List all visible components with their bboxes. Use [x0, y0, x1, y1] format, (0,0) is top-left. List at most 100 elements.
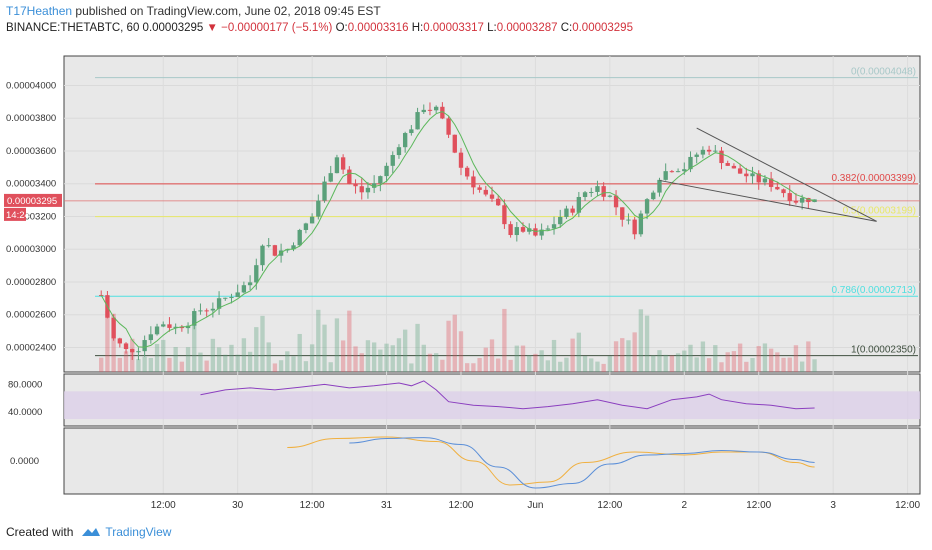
- price-tick-label-8: 0.00002400: [6, 342, 56, 353]
- close-label: C:: [560, 22, 573, 34]
- candle-body: [223, 297, 228, 299]
- time-tick-label-6: 12:00: [597, 500, 622, 511]
- countdown-tag-bg: [4, 207, 26, 221]
- volume-bar: [446, 320, 451, 372]
- candle-body: [303, 223, 309, 230]
- volume-bar: [775, 352, 780, 372]
- volume-bar: [781, 357, 786, 372]
- volume-bar: [136, 359, 141, 372]
- last-price-tag: 0.00003295: [7, 196, 57, 207]
- candle-body: [750, 173, 755, 177]
- volume-bar: [731, 351, 737, 372]
- candle-body: [663, 171, 668, 180]
- volume-bar: [539, 350, 544, 372]
- created-with-text: Created with: [6, 525, 74, 539]
- volume-bar: [130, 338, 135, 372]
- volume-bar: [309, 344, 315, 372]
- volume-bar: [613, 341, 619, 372]
- candle-body: [316, 200, 321, 217]
- candle-body: [688, 156, 693, 170]
- volume-bar: [669, 355, 675, 372]
- volume-bar: [595, 361, 600, 372]
- volume-bar: [638, 309, 644, 372]
- candle-body: [545, 228, 550, 230]
- time-tick-label-0: 12:00: [151, 500, 176, 511]
- volume-bar: [589, 358, 594, 372]
- low-label: L:: [487, 22, 497, 34]
- volume-bar: [179, 361, 185, 372]
- volume-bar: [365, 340, 371, 372]
- candle-body: [402, 133, 408, 148]
- volume-bar: [744, 361, 749, 372]
- volume-bar: [787, 357, 792, 372]
- tradingview-link[interactable]: TradingView: [105, 525, 172, 539]
- candle-body: [353, 183, 358, 187]
- volume-bar: [185, 347, 191, 372]
- candle-body: [173, 326, 178, 328]
- author-link[interactable]: T17Heathen: [6, 4, 73, 18]
- candle-body: [322, 181, 327, 201]
- high-label: H:: [411, 22, 424, 34]
- candle-body: [130, 349, 135, 353]
- candle-body: [675, 171, 681, 173]
- candle-body: [409, 129, 414, 134]
- volume-bar: [235, 354, 240, 372]
- candle-body: [272, 245, 278, 256]
- candle-body: [644, 199, 650, 214]
- candle-body: [347, 169, 352, 184]
- candle-body: [793, 200, 799, 203]
- volume-bar: [427, 353, 433, 372]
- candle-body: [527, 228, 532, 232]
- high-value: 0.00003317: [423, 22, 484, 34]
- candle-body: [415, 112, 420, 130]
- wedge-lower-line: [659, 179, 877, 222]
- candle-body: [216, 298, 222, 309]
- candle-body: [285, 249, 290, 251]
- candle-body: [390, 155, 395, 166]
- candle-body: [192, 311, 197, 326]
- time-tick-label-1: 30: [232, 500, 244, 511]
- rsi-line: [200, 380, 815, 410]
- candle-body: [297, 229, 302, 246]
- volume-bar: [285, 351, 290, 372]
- volume-bar: [247, 351, 253, 372]
- tradingview-logo-icon: [82, 528, 101, 536]
- price-tick-label-2: 0.00003600: [6, 146, 56, 157]
- candle-body: [725, 163, 730, 166]
- candle-body: [334, 157, 340, 174]
- volume-bar: [750, 358, 755, 372]
- volume-bar: [533, 353, 538, 372]
- volume-bar: [508, 359, 513, 372]
- volume-bar: [260, 315, 265, 372]
- volume-bar: [99, 357, 104, 372]
- publish-line: T17Heathen published on TradingView.com,…: [6, 4, 381, 18]
- rsi-tick-label-1: 40.0000: [8, 407, 42, 418]
- fib-level-label-1: 0.382(0.00003399): [831, 173, 916, 184]
- candle-body: [179, 326, 185, 329]
- volume-bar: [793, 345, 799, 372]
- volume-bar: [477, 357, 482, 372]
- candle-body: [632, 219, 637, 235]
- volume-bar: [322, 324, 327, 372]
- volume-bar: [713, 345, 718, 372]
- volume-bar: [347, 310, 352, 372]
- candle-body: [471, 176, 476, 188]
- volume-bar: [117, 357, 122, 372]
- candle-body: [737, 168, 743, 174]
- fib-level-label-0: 0(0.00004048): [851, 67, 916, 78]
- volume-bar: [620, 338, 625, 372]
- volume-bar: [291, 356, 296, 372]
- candle-body: [477, 187, 482, 190]
- candle-body: [148, 334, 154, 341]
- volume-bar: [806, 341, 811, 372]
- volume-bar: [452, 314, 457, 372]
- open-label: O:: [335, 22, 348, 34]
- time-tick-label-7: 2: [682, 500, 688, 511]
- candle-body: [421, 109, 426, 113]
- candle-body: [235, 292, 240, 298]
- volume-bar: [440, 359, 445, 372]
- candle-body: [713, 150, 718, 152]
- candle-body: [117, 338, 122, 344]
- volume-bar: [173, 347, 178, 372]
